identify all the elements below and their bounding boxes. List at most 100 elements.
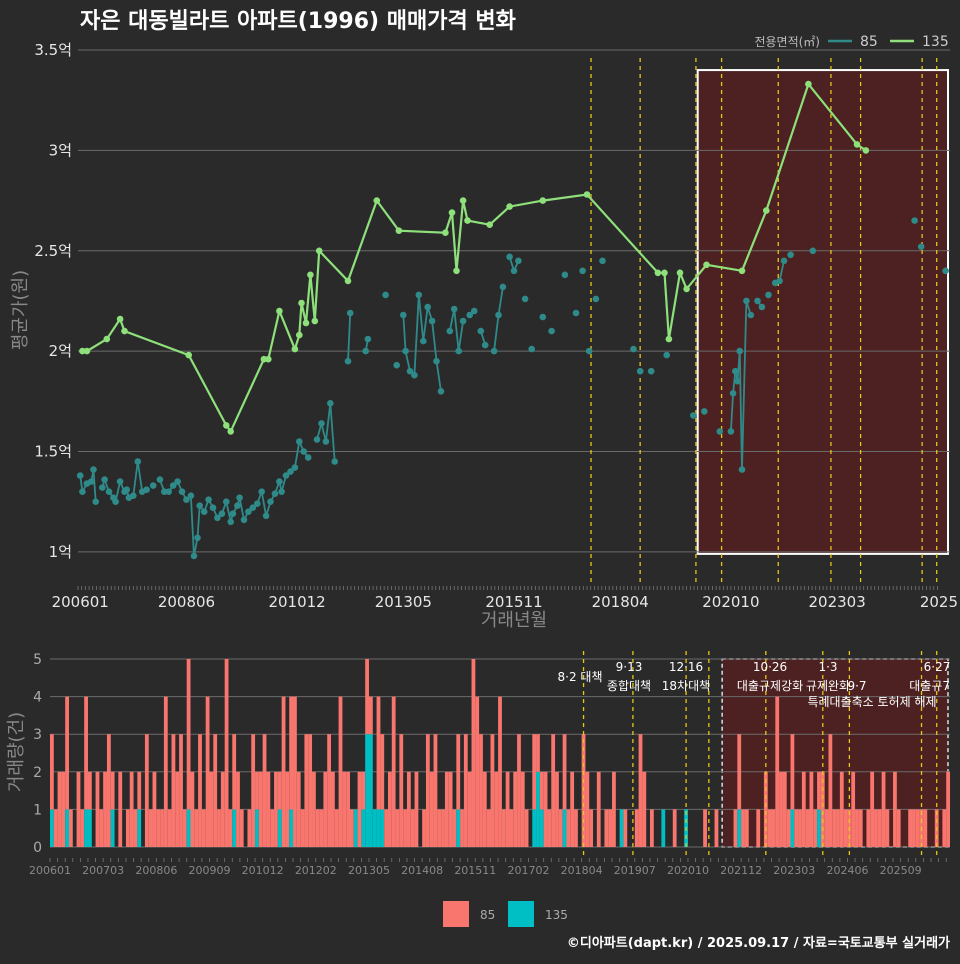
series-85-point — [716, 428, 724, 435]
volume-bar-85 — [380, 734, 385, 810]
series-135-point — [448, 209, 456, 216]
volume-bar-135 — [562, 809, 567, 847]
legend-bar-85-swatch — [443, 901, 469, 927]
volume-bar-85 — [251, 734, 256, 847]
series-135-point — [311, 317, 319, 325]
series-85-point — [528, 345, 535, 353]
series-85-point — [331, 458, 339, 465]
series-85-point — [190, 552, 198, 560]
volume-bar-85 — [368, 696, 373, 735]
volume-bar-85 — [376, 696, 381, 810]
series-85-point — [178, 488, 186, 496]
volume-bar-135 — [255, 809, 259, 847]
series-135-point — [344, 277, 352, 285]
volume-bar-85 — [209, 771, 214, 847]
volume-bar-85 — [308, 734, 313, 847]
series-85-point — [249, 504, 257, 512]
series-85-point — [754, 297, 761, 305]
volume-bar-135 — [87, 809, 92, 847]
volume-bar-135 — [84, 809, 88, 847]
series-85-point — [278, 488, 285, 496]
volume-bar-85 — [437, 809, 442, 847]
volume-bar-85 — [289, 696, 294, 810]
series-85-segment — [92, 469, 97, 502]
series-85-point — [267, 498, 274, 506]
series-135-point — [654, 269, 662, 277]
series-85-point — [134, 458, 142, 465]
series-85-point — [218, 510, 226, 517]
series-135-point — [185, 351, 192, 359]
series-85-point — [765, 291, 772, 299]
series-85-segment — [431, 320, 438, 362]
series-135-point — [315, 247, 323, 255]
series-85-point — [291, 464, 299, 471]
volume-bar-85 — [68, 809, 73, 847]
volume-y-axis-label: 거래량(건) — [6, 712, 27, 792]
volume-bar-85 — [433, 734, 438, 847]
volume-bar-85 — [539, 771, 544, 810]
series-85-point — [411, 371, 418, 379]
series-85-point — [572, 309, 580, 317]
volume-bar-85 — [498, 696, 502, 847]
volume-bar-135 — [365, 734, 369, 847]
volume-bar-85 — [608, 809, 613, 847]
series-85-point — [758, 303, 766, 311]
volume-bar-85 — [266, 771, 271, 847]
volume-bar-85 — [585, 771, 590, 847]
volume-bar-85 — [756, 809, 761, 847]
volume-bar-85 — [908, 809, 913, 847]
series-85-point — [729, 390, 737, 397]
x-tick-label: 200806 — [158, 593, 215, 611]
volume-y-tick-label: 2 — [33, 765, 42, 781]
volume-bar-85 — [217, 809, 221, 847]
series-85-point — [455, 347, 463, 355]
volume-bar-85 — [463, 734, 468, 847]
x-tick-label: 201012 — [268, 593, 325, 611]
volume-bar-85 — [877, 809, 882, 847]
series-85-point — [156, 476, 164, 483]
policy-annotation: 종합대책 — [607, 678, 651, 693]
volume-bar-85 — [304, 734, 309, 847]
series-135-point — [227, 428, 234, 435]
series-85-point — [592, 295, 600, 303]
volume-bar-85 — [547, 809, 552, 847]
series-85-point — [428, 317, 436, 325]
series-135-point — [291, 345, 299, 353]
series-85-point — [548, 327, 555, 335]
series-85-point — [400, 311, 407, 319]
series-85-segment — [189, 495, 195, 556]
volume-bar-85 — [824, 809, 829, 847]
series-85-point — [322, 438, 330, 445]
legend-135-label: 135 — [922, 34, 949, 50]
volume-bar-85 — [262, 734, 267, 847]
volume-bar-85 — [612, 771, 616, 847]
bottom-legend: 85 135 — [443, 901, 568, 927]
volume-bar-85 — [555, 771, 559, 847]
volume-bar-85 — [403, 809, 407, 847]
volume-bar-85 — [782, 771, 787, 847]
volume-bar-85 — [501, 809, 506, 847]
series-85-point — [780, 257, 788, 265]
highlight-box — [696, 69, 949, 555]
x-tick-label: 202010 — [702, 593, 759, 611]
series-135-point — [486, 221, 494, 228]
policy-annotation: 대출규7 — [909, 679, 950, 693]
volume-bar-135 — [50, 809, 54, 847]
series-135-point — [116, 315, 124, 323]
volume-bar-85 — [912, 809, 916, 847]
volume-bar-85 — [570, 771, 575, 847]
series-85-point — [101, 476, 108, 483]
volume-bar-85 — [384, 809, 388, 847]
volume-bar-85 — [190, 771, 195, 847]
volume-bar-85 — [414, 771, 419, 847]
volume-bar-85 — [53, 809, 58, 847]
series-85-point — [521, 295, 529, 303]
series-135-point — [296, 331, 303, 339]
series-85-point — [346, 309, 354, 317]
series-85-segment — [347, 312, 352, 362]
series-85-point — [477, 327, 485, 335]
series-85-point — [313, 436, 321, 443]
volume-bar-85 — [99, 809, 104, 847]
series-85-point — [599, 257, 606, 265]
series-85-point — [727, 428, 735, 435]
